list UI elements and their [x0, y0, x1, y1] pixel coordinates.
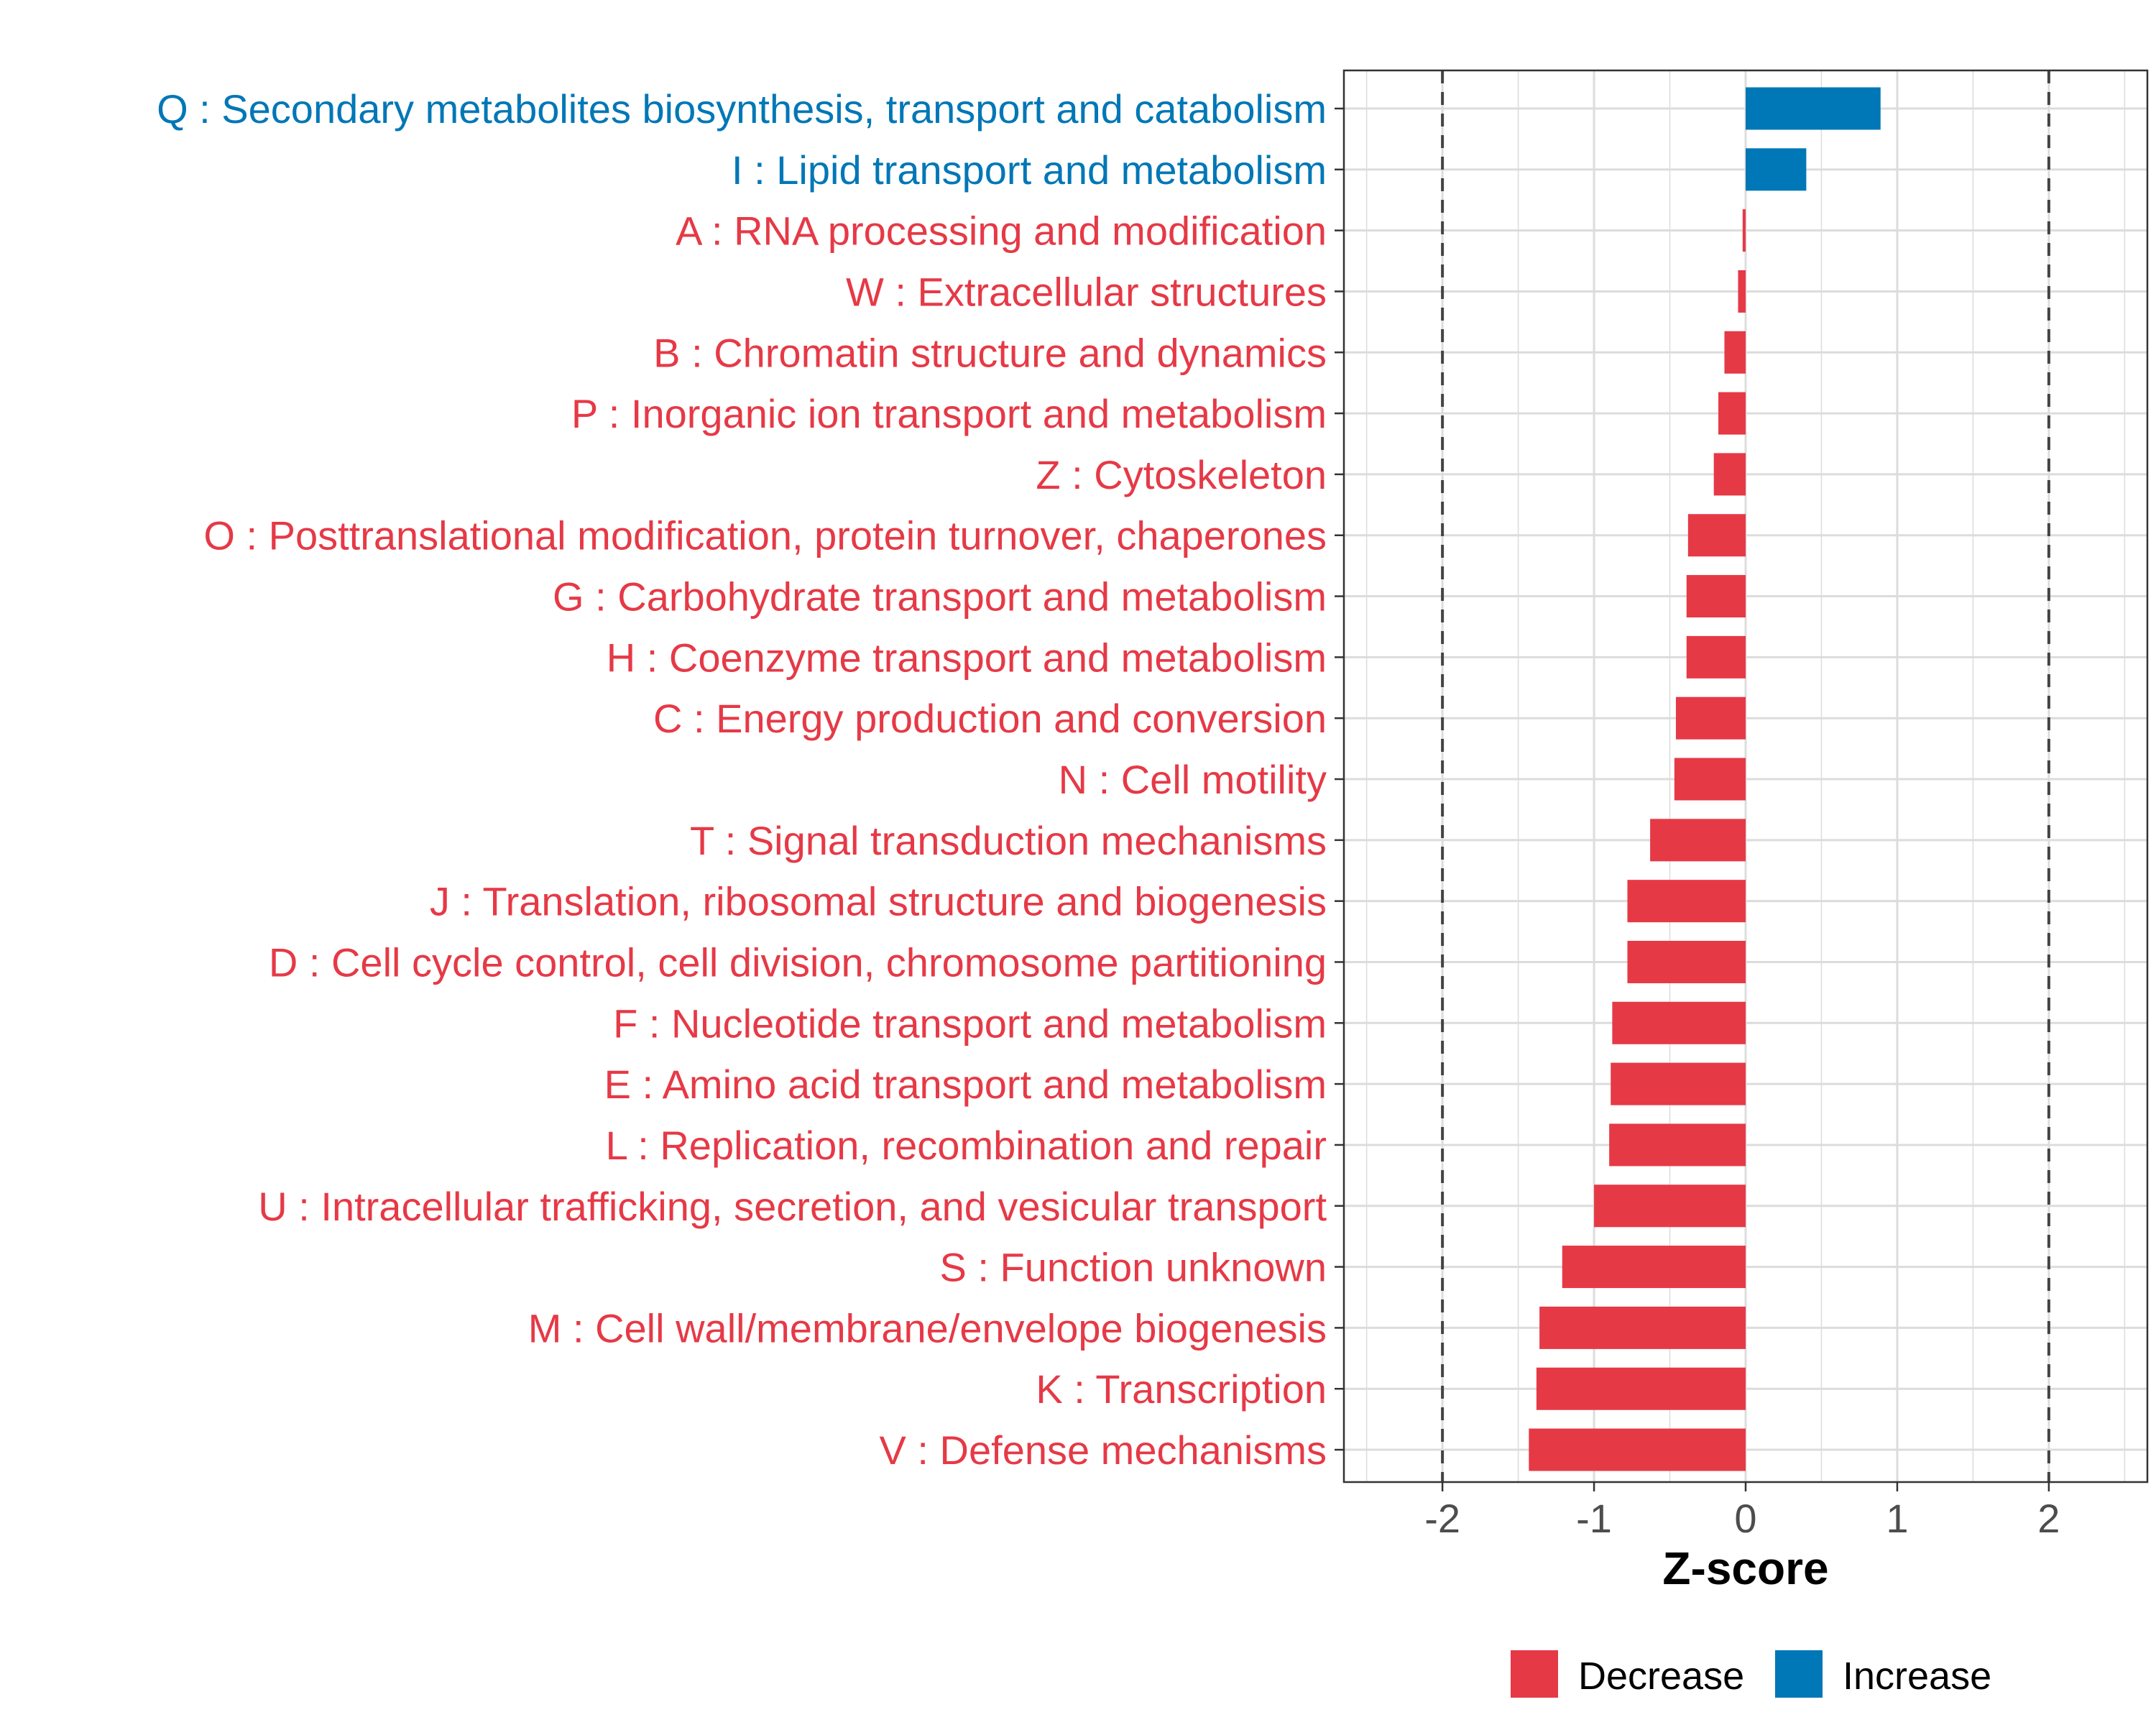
x-axis-title: Z-score [1662, 1542, 1828, 1594]
category-labels: Q : Secondary metabolites biosynthesis, … [157, 86, 1344, 1473]
bar-e [1611, 1062, 1746, 1105]
bar-u [1594, 1184, 1746, 1228]
category-label: J : Translation, ribosomal structure and… [430, 879, 1327, 924]
bar-k [1536, 1367, 1746, 1410]
x-axis-ticks: -2 -1 0 1 2 [1424, 1482, 2060, 1541]
bar-d [1627, 940, 1746, 983]
x-tick-label: 2 [2037, 1496, 2060, 1541]
bar-b [1724, 331, 1746, 374]
bar-l [1609, 1123, 1746, 1167]
bar-o [1687, 514, 1746, 557]
category-label: V : Defense mechanisms [880, 1427, 1327, 1473]
category-label: D : Cell cycle control, cell division, c… [269, 939, 1327, 985]
bar-v [1529, 1428, 1746, 1471]
legend-label-decrease: Decrease [1578, 1655, 1744, 1698]
bar-f [1612, 1001, 1746, 1044]
category-label: L : Replication, recombination and repai… [606, 1123, 1327, 1168]
category-label: C : Energy production and conversion [653, 696, 1327, 741]
category-label: Z : Cytoskeleton [1036, 452, 1327, 497]
category-label: U : Intracellular trafficking, secretion… [258, 1184, 1327, 1229]
bar-m [1539, 1306, 1746, 1349]
category-label: H : Coenzyme transport and metabolism [607, 635, 1327, 680]
bar-z [1713, 453, 1746, 496]
bar-q [1746, 87, 1881, 130]
legend-key-decrease [1511, 1650, 1558, 1698]
category-label: B : Chromatin structure and dynamics [653, 330, 1327, 375]
category-label: O : Posttranslational modification, prot… [203, 513, 1327, 558]
bar-p [1718, 392, 1746, 435]
x-tick-label: 0 [1734, 1496, 1756, 1541]
category-label: G : Carbohydrate transport and metabolis… [553, 574, 1327, 620]
bar-n [1674, 758, 1746, 801]
legend-key-increase [1775, 1650, 1823, 1698]
category-label: S : Function unknown [939, 1245, 1327, 1290]
category-label: F : Nucleotide transport and metabolism [613, 1000, 1327, 1046]
category-label: P : Inorganic ion transport and metaboli… [571, 391, 1327, 436]
category-label: A : RNA processing and modification [676, 208, 1327, 254]
bar-g [1686, 575, 1746, 618]
bar-a [1742, 209, 1746, 252]
legend: Decrease Increase [1511, 1650, 1991, 1698]
x-tick-label: 1 [1886, 1496, 1908, 1541]
bar-s [1562, 1246, 1746, 1289]
category-label: I : Lipid transport and metabolism [732, 147, 1327, 193]
bar-c [1675, 696, 1746, 740]
category-label: M : Cell wall/membrane/envelope biogenes… [528, 1305, 1327, 1351]
category-label: K : Transcription [1036, 1366, 1327, 1412]
bar-t [1650, 819, 1746, 862]
bars [1529, 87, 1881, 1471]
bar-j [1627, 880, 1746, 923]
reference-lines [1441, 70, 2050, 1482]
category-label: T : Signal transduction mechanisms [690, 818, 1327, 863]
category-label: Q : Secondary metabolites biosynthesis, … [157, 86, 1327, 132]
x-tick-label: -2 [1424, 1496, 1460, 1541]
category-label: W : Extracellular structures [846, 269, 1327, 314]
category-label: N : Cell motility [1059, 757, 1327, 802]
bar-w [1738, 270, 1746, 313]
bar-h [1686, 635, 1746, 678]
bar-i [1746, 148, 1807, 191]
category-label: E : Amino acid transport and metabolism [604, 1062, 1327, 1107]
x-tick-label: -1 [1576, 1496, 1612, 1541]
legend-label-increase: Increase [1843, 1655, 1991, 1698]
plot-area [1342, 69, 2149, 1484]
